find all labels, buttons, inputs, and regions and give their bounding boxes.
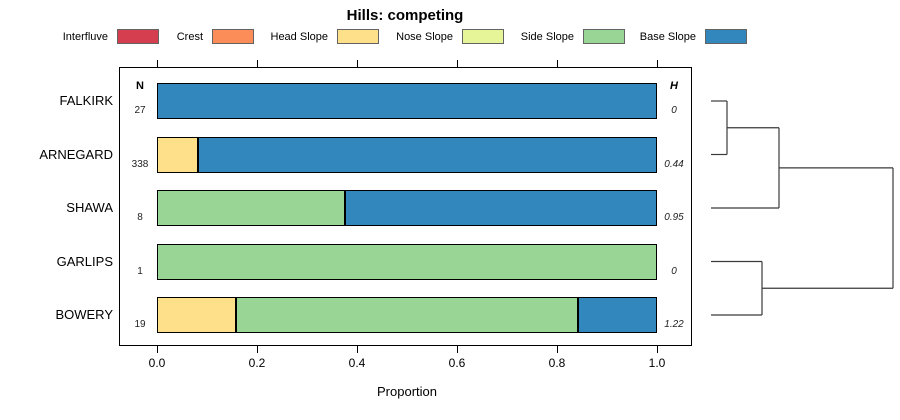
- axis-tick: [257, 60, 258, 67]
- legend-label: Crest: [176, 30, 203, 43]
- axis-tick: [457, 346, 458, 353]
- axis-tick-label: 1.0: [648, 356, 666, 370]
- n-value: 8: [137, 212, 143, 223]
- legend-label: Nose Slope: [396, 30, 453, 43]
- axis-tick: [657, 60, 658, 67]
- axis-tick: [657, 346, 658, 353]
- legend-label: Side Slope: [520, 30, 574, 43]
- axis-tick-label: 0.6: [448, 356, 466, 370]
- bar-segment-head-slope: [157, 297, 236, 333]
- axis-tick-label: 0.0: [148, 356, 166, 370]
- category-label-falkirk: FALKIRK: [59, 93, 113, 108]
- legend-swatch-nose-slope: [462, 29, 504, 44]
- axis-tick: [557, 346, 558, 353]
- bar-segment-side-slope: [236, 297, 578, 333]
- axis-tick-label: 0.4: [348, 356, 366, 370]
- axis-tick: [157, 60, 158, 67]
- n-value: 338: [131, 158, 149, 170]
- legend-swatch-interfluve: [117, 29, 159, 44]
- bar-segment-base-slope: [198, 136, 657, 173]
- bar-segment-base-slope: [157, 83, 657, 119]
- stacked-bar-garlips: [157, 243, 657, 280]
- legend-swatch-crest: [212, 29, 254, 44]
- bar-segment-base-slope: [578, 297, 657, 333]
- h-value: 0: [671, 265, 677, 277]
- n-value: 19: [134, 319, 146, 330]
- h-value: 0.44: [664, 158, 684, 170]
- stacked-bar-shawa: [157, 190, 657, 226]
- legend-swatch-base-slope: [705, 29, 747, 44]
- category-label-arnegard: ARNEGARD: [39, 146, 113, 162]
- legend-item-nose-slope: Nose Slope: [352, 28, 504, 45]
- axis-tick-label: 0.8: [548, 356, 566, 370]
- legend-item-crest: Crest: [102, 28, 254, 45]
- legend-item-side-slope: Side Slope: [473, 28, 625, 45]
- h-column-header: H: [670, 80, 678, 92]
- axis-tick: [457, 60, 458, 67]
- legend-item-base-slope: Base Slope: [595, 28, 747, 45]
- legend-label: Head Slope: [270, 30, 329, 43]
- n-value: 1: [137, 265, 143, 277]
- axis-tick: [357, 346, 358, 353]
- bar-segment-side-slope: [157, 243, 657, 280]
- h-value: 0.95: [664, 212, 684, 223]
- bar-segment-head-slope: [157, 136, 198, 173]
- bar-segment-base-slope: [344, 190, 657, 226]
- legend-item-interfluve: Interfluve: [7, 28, 159, 45]
- stacked-bar-bowery: [157, 297, 657, 333]
- legend-swatch-side-slope: [583, 29, 625, 44]
- n-column-header: N: [136, 80, 144, 92]
- axis-tick: [357, 60, 358, 67]
- n-value: 27: [134, 105, 146, 116]
- h-value: 1.22: [664, 319, 684, 330]
- bar-segment-side-slope: [157, 190, 345, 226]
- stacked-bar-falkirk: [157, 83, 657, 119]
- h-value: 0: [671, 105, 677, 116]
- legend-item-head-slope: Head Slope: [227, 28, 379, 45]
- legend-label: Interfluve: [62, 30, 108, 43]
- category-label-bowery: BOWERY: [55, 307, 113, 322]
- legend-swatch-head-slope: [337, 29, 379, 44]
- x-axis-title: Proportion: [377, 384, 437, 399]
- category-label-garlips: GARLIPS: [56, 253, 113, 269]
- axis-tick: [157, 346, 158, 353]
- axis-tick: [257, 346, 258, 353]
- legend-label: Base Slope: [639, 30, 696, 43]
- chart-title: Hills: competing: [346, 7, 464, 24]
- stacked-bar-arnegard: [157, 136, 657, 173]
- axis-tick: [557, 60, 558, 67]
- axis-tick-label: 0.2: [248, 356, 266, 370]
- category-label-shawa: SHAWA: [66, 200, 113, 215]
